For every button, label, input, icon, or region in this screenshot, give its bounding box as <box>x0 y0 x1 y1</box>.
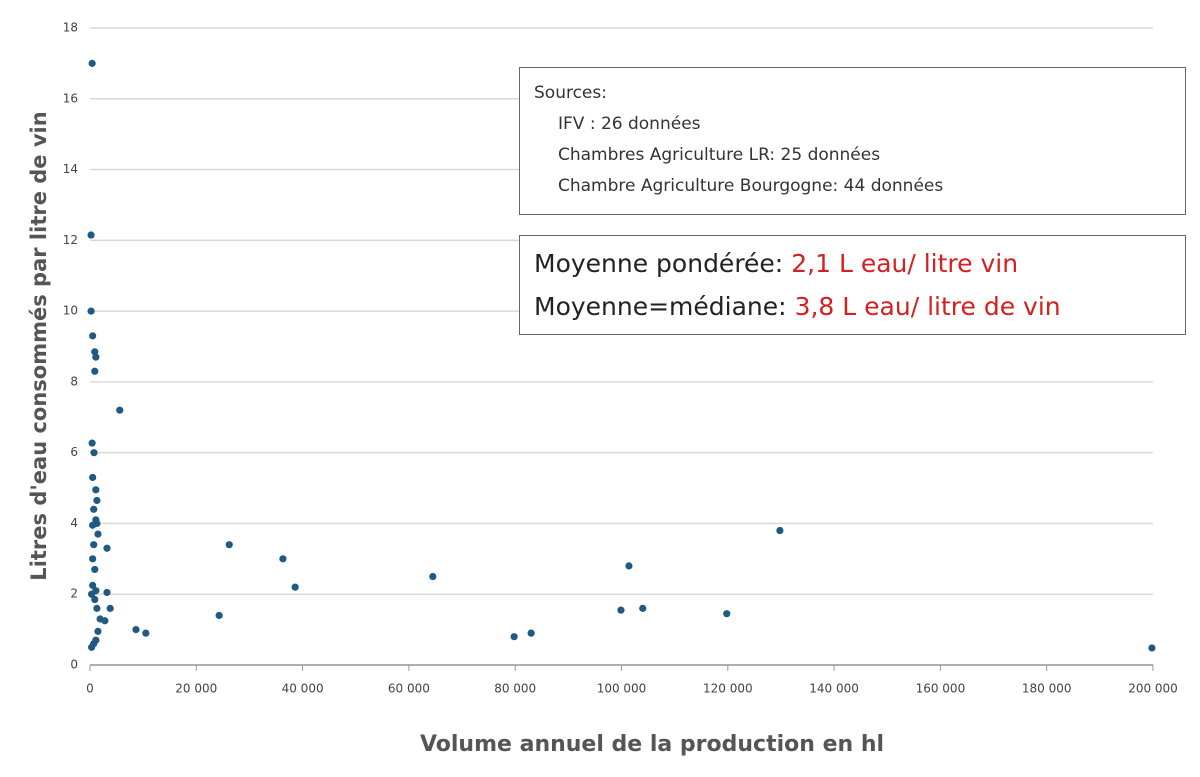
point <box>89 473 97 482</box>
stat-line: Moyenne=médiane: 3,8 L eau/ litre de vin <box>534 285 1171 328</box>
point <box>279 555 287 563</box>
point <box>89 555 97 563</box>
x-axis-label: Volume annuel de la production en hl <box>420 732 884 757</box>
y-tick-label: 8 <box>70 374 78 388</box>
point <box>215 611 223 620</box>
point <box>291 583 299 591</box>
point <box>90 505 98 513</box>
y-axis-label: Litres d'eau consommés par litre de vin <box>27 111 51 580</box>
point <box>91 565 99 574</box>
stat-label: Moyenne=médiane: <box>534 292 787 321</box>
point <box>92 353 100 361</box>
y-tick-label: 0 <box>70 658 78 672</box>
point <box>617 606 625 614</box>
point <box>101 617 109 625</box>
y-tick-label: 16 <box>63 91 78 105</box>
source-item: Chambres Agriculture LR: 25 données <box>558 145 881 165</box>
point <box>625 562 633 570</box>
stats-box: Moyenne pondérée: 2,1 L eau/ litre vin Mo… <box>519 235 1186 335</box>
point <box>87 231 95 239</box>
stat-label: Moyenne pondérée: <box>534 249 784 278</box>
x-tick-label: 0 <box>86 682 94 696</box>
x-tick-label: 120 000 <box>703 682 753 696</box>
point <box>90 640 98 648</box>
x-tick-label: 160 000 <box>916 682 966 696</box>
x-tick-label: 80 000 <box>494 682 536 696</box>
point <box>90 541 98 549</box>
point <box>88 59 96 67</box>
x-tick-label: 100 000 <box>597 682 647 696</box>
y-tick-label: 6 <box>70 445 78 459</box>
y-tick-label: 4 <box>70 516 78 530</box>
y-tick-label: 14 <box>63 162 78 176</box>
x-tick-label: 180 000 <box>1022 682 1072 696</box>
x-tick-label: 60 000 <box>388 682 430 696</box>
point <box>116 406 124 414</box>
sources-title: Sources: <box>534 83 607 103</box>
point <box>93 604 101 612</box>
point <box>87 590 96 598</box>
x-tick-label: 200 000 <box>1128 682 1178 696</box>
x-tick-label: 140 000 <box>809 682 859 696</box>
source-item: Chambre Agriculture Bourgogne: 44 donnée… <box>558 176 944 196</box>
point <box>89 332 97 340</box>
x-tick-label: 40 000 <box>282 682 324 696</box>
point <box>94 530 102 538</box>
point <box>429 572 437 581</box>
point <box>91 595 99 604</box>
point <box>225 541 233 549</box>
point <box>91 367 99 375</box>
sources-box: Sources: IFV : 26 données Chambres Agric… <box>519 67 1186 215</box>
point <box>106 604 114 612</box>
y-tick-label: 2 <box>70 587 78 601</box>
point <box>90 449 98 457</box>
point <box>1148 644 1156 652</box>
point <box>94 627 102 635</box>
x-tick-label: 20 000 <box>175 682 217 696</box>
point <box>132 626 140 634</box>
point <box>142 629 150 637</box>
stat-value: 3,8 L eau/ litre de vin <box>794 292 1061 321</box>
point <box>527 629 535 637</box>
point <box>639 604 647 612</box>
point <box>723 610 731 618</box>
stat-value: 2,1 L eau/ litre vin <box>791 249 1019 278</box>
stat-line: Moyenne pondérée: 2,1 L eau/ litre vin <box>534 242 1171 285</box>
point <box>103 544 111 552</box>
y-tick-label: 10 <box>63 304 78 318</box>
point <box>93 519 101 528</box>
source-item: IFV : 26 données <box>558 114 701 134</box>
point <box>92 486 100 494</box>
point <box>88 439 96 447</box>
point <box>103 588 111 597</box>
point <box>87 307 95 315</box>
point <box>510 633 518 641</box>
y-tick-label: 12 <box>63 233 78 247</box>
point <box>93 496 101 505</box>
y-tick-label: 18 <box>63 21 78 35</box>
point <box>776 526 784 535</box>
point <box>89 581 97 589</box>
